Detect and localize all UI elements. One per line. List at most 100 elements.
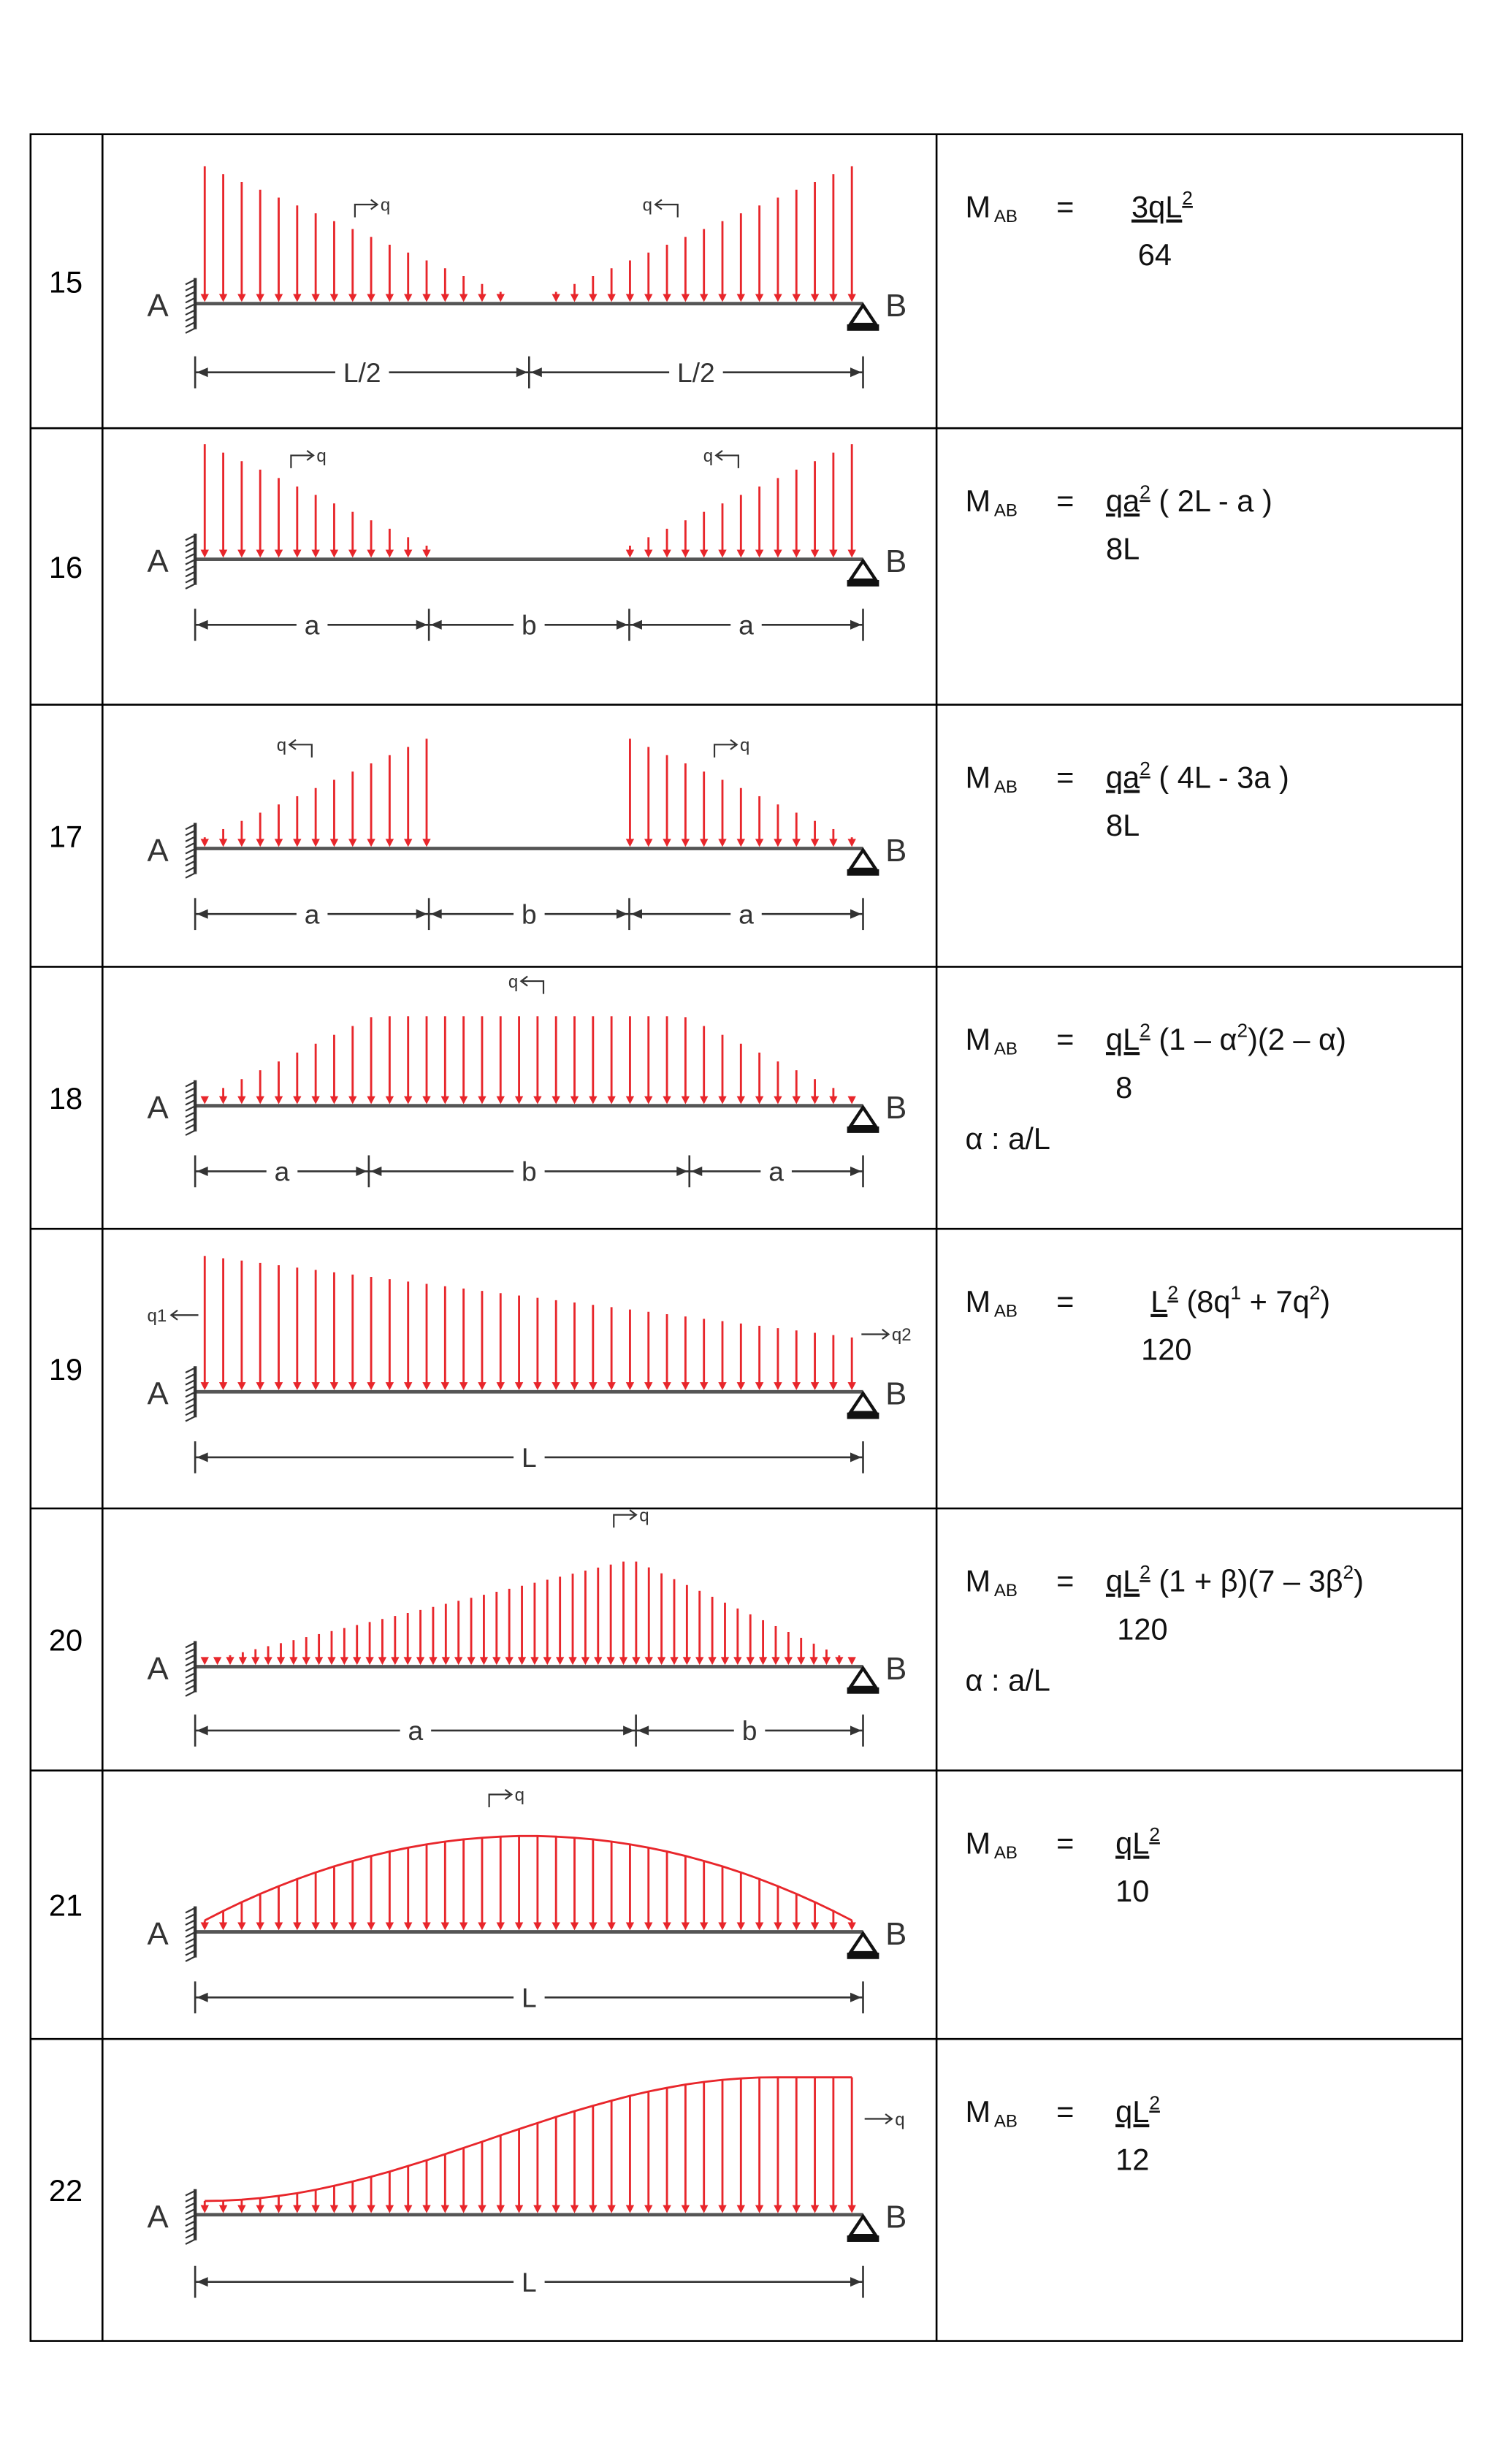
arrow-head [440,1096,450,1105]
arrow-head [264,1657,272,1666]
pin-base [847,1412,879,1419]
arrow-head [200,2205,209,2213]
arrow-head [700,1096,709,1105]
dimension-label: L [522,1442,537,1473]
arrow-head [625,1096,635,1105]
arrow-head [274,1922,283,1931]
support-label: A [148,1916,169,1952]
arrow-head [809,1657,818,1666]
arrow-head [774,294,782,302]
arrow-head [570,1922,579,1931]
arrow-head [847,1657,856,1666]
arrow-head [570,1382,579,1391]
arrow-head [774,1922,782,1931]
load-direction [519,975,545,994]
arrow-head [606,1657,615,1666]
load-direction [169,1309,199,1321]
arrow-head [311,549,320,558]
arrow-head [792,839,801,847]
hatch [185,854,196,861]
arrow-head [237,1382,246,1391]
arrow-head [218,294,228,302]
support-label: B [885,833,907,869]
arrow-head [459,1382,468,1391]
arrow-head [329,1096,339,1105]
hatch [185,1397,196,1404]
arrow-head [348,549,357,558]
hatch [185,1678,196,1685]
arrow-head [218,1922,228,1931]
arrow-head [478,294,486,302]
support-label: A [148,288,169,324]
arrow-head [718,839,727,847]
arrow-head [213,1657,222,1666]
arrow-head [422,1096,431,1105]
arrow-head [718,2205,727,2213]
arrow-head [632,1657,641,1666]
arrow-head [718,549,727,558]
arrow-head [718,1382,727,1391]
arrow-head [478,2205,486,2213]
arrow-head [256,1096,264,1105]
arrow-head [681,1382,690,1391]
arrow-head [237,2205,246,2213]
hatch [185,1391,196,1398]
hatch [185,1367,196,1373]
arrow-head [681,1096,690,1105]
formula-equals: = [1056,484,1074,518]
arrow-head [835,1657,844,1666]
arrow-head [847,1096,856,1105]
hatch [185,1385,196,1392]
arrow-head [681,839,690,847]
label-backdrop [335,359,389,386]
formula-subscript: AB [994,2111,1018,2131]
hatch [185,1080,196,1088]
formula-numerator: qa2 ( 4L - 3a ) [1106,758,1289,794]
arrow-head [607,1382,616,1391]
arrow-head [774,549,782,558]
row-number: 18 [49,1081,83,1115]
hatch [185,1099,196,1106]
formula-numerator: qL2 (1 – α2)(2 – α) [1106,1020,1346,1056]
formula-numerator: qL2 (1 + β)(7 – 3β2) [1106,1561,1364,1598]
arrow-head [329,294,339,302]
arrow-head [340,1657,349,1666]
arrow-head [311,1096,320,1105]
arrow-head [543,1657,552,1666]
arrow-head [385,1922,394,1931]
label-backdrop [296,611,328,638]
arrow-head [822,1657,831,1666]
arrow-head [784,1657,793,1666]
arrow-head [589,294,598,302]
hatch [185,1415,196,1422]
formula-numerator: qa2 ( 2L - a ) [1106,481,1272,517]
load-label: q [381,196,390,215]
formula-equals: = [1056,1826,1074,1860]
hatch [185,1641,196,1649]
arrow-head [700,1922,709,1931]
formula-denominator: 120 [1141,1332,1191,1366]
hatch [185,546,196,553]
load-label: q [515,1785,524,1805]
formula: M AB = L2 (8q1 + 7q2)120 [965,1281,1330,1366]
load-label: q2 [892,1325,912,1345]
hatch [185,823,196,831]
arrow-head [467,1657,476,1666]
load-label: q [508,972,518,992]
table-border [29,133,1464,2342]
arrow-head [200,839,209,847]
arrow-head [385,1382,394,1391]
arrow-head [552,294,560,302]
arrow-head [700,294,709,302]
arrow-head [478,1922,486,1931]
arrow-head [200,294,209,302]
label-backdrop [669,359,723,386]
hatch [185,1124,196,1130]
arrow-head [274,549,283,558]
formula: M AB = qL2 12 [965,2091,1159,2176]
formula-part: )(2 – α) [1248,1022,1346,1056]
formula-denominator: 8 [1115,1070,1132,1105]
